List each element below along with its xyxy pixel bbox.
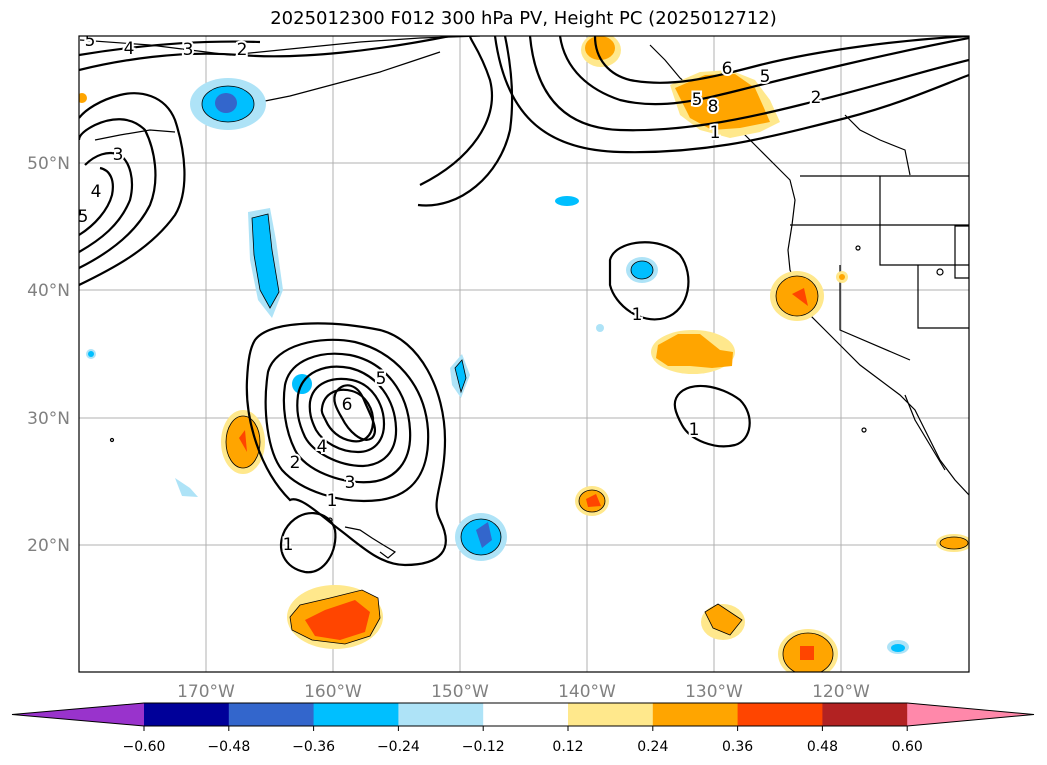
contour-label: 4: [91, 182, 102, 202]
colorbar-tick-label: 0.36: [722, 739, 753, 755]
colorbar-extend-low: [12, 703, 144, 726]
contour-label: 3: [113, 145, 124, 165]
colorbar-tick-label: −0.24: [377, 739, 420, 755]
contour-label: 2: [237, 40, 248, 60]
lon-label: 140°W: [558, 682, 616, 702]
contour-label: 4: [124, 39, 135, 59]
lon-label: 130°W: [685, 682, 743, 702]
contour-label: 5: [692, 90, 703, 110]
map-border: [78, 35, 970, 673]
contour-label: 5: [376, 369, 387, 389]
lat-label: 20°N: [27, 536, 70, 556]
colorbar: −0.60 −0.48 −0.36 −0.24 −0.12 0.12 0.24 0.36 0.4…: [11, 702, 1035, 755]
colorbar-swatch: [228, 703, 315, 726]
colorbar-swatch: [313, 703, 399, 726]
colorbar-tick-label: 0.48: [807, 739, 838, 755]
colorbar-tick-label: −0.60: [123, 739, 166, 755]
lon-label: 160°W: [304, 682, 362, 702]
contour-label: 5: [85, 31, 96, 51]
contour-label: 1: [327, 491, 338, 511]
contour-label: 1: [283, 535, 294, 555]
contour-label: 5: [760, 67, 771, 87]
colorbar-swatch: [398, 703, 484, 726]
colorbar-swatch: [568, 703, 654, 726]
colorbar-swatch: [737, 703, 823, 726]
lon-label: 170°W: [177, 682, 235, 702]
contour-label: 4: [317, 437, 328, 457]
contour-label: 2: [290, 453, 301, 473]
map-title: 2025012300 F012 300 hPa PV, Height PC (2…: [270, 8, 777, 29]
lat-label: 30°N: [27, 409, 70, 429]
colorbar-tick-label: 0.24: [637, 739, 668, 755]
contour-label: 1: [710, 123, 721, 143]
lat-labels: 50°N 40°N 30°N 20°N: [27, 154, 70, 556]
lat-label: 50°N: [27, 154, 70, 174]
map-area: [79, 36, 969, 672]
lon-label: 150°W: [431, 682, 489, 702]
lon-labels: 170°W 160°W 150°W 140°W 130°W 120°W: [177, 682, 870, 702]
colorbar-tick-label: −0.48: [207, 739, 250, 755]
contour-label: 1: [632, 305, 643, 325]
colorbar-tick-label: −0.36: [292, 739, 335, 755]
contour-label: 3: [345, 473, 356, 493]
colorbar-tick-label: 0.60: [892, 739, 923, 755]
contour-label: 6: [722, 59, 733, 79]
contour-label: 3: [183, 40, 194, 60]
colorbar-tick-label: 0.12: [552, 739, 583, 755]
pv-outlines: [201, 85, 969, 672]
colorbar-swatch: [822, 703, 908, 726]
colorbar-swatch: [144, 703, 230, 726]
contour-label: 1: [689, 420, 700, 440]
contour-label: 2: [811, 88, 822, 108]
colorbar-tick-label: −0.12: [462, 739, 505, 755]
lat-label: 40°N: [27, 281, 70, 301]
colorbar-swatch: [483, 703, 569, 726]
contour-label: 5: [78, 207, 89, 227]
contour-label: 8: [708, 97, 719, 117]
height-contours: [79, 36, 969, 574]
lon-label: 120°W: [812, 682, 870, 702]
contour-labels: 5 4 3 2 5 6 5 2 8 1 3 4 5 1 5 6 4 2 3 1 …: [78, 31, 823, 557]
colorbar-extend-high: [907, 703, 1034, 726]
contour-label: 6: [342, 395, 353, 415]
colorbar-swatch: [652, 703, 739, 726]
